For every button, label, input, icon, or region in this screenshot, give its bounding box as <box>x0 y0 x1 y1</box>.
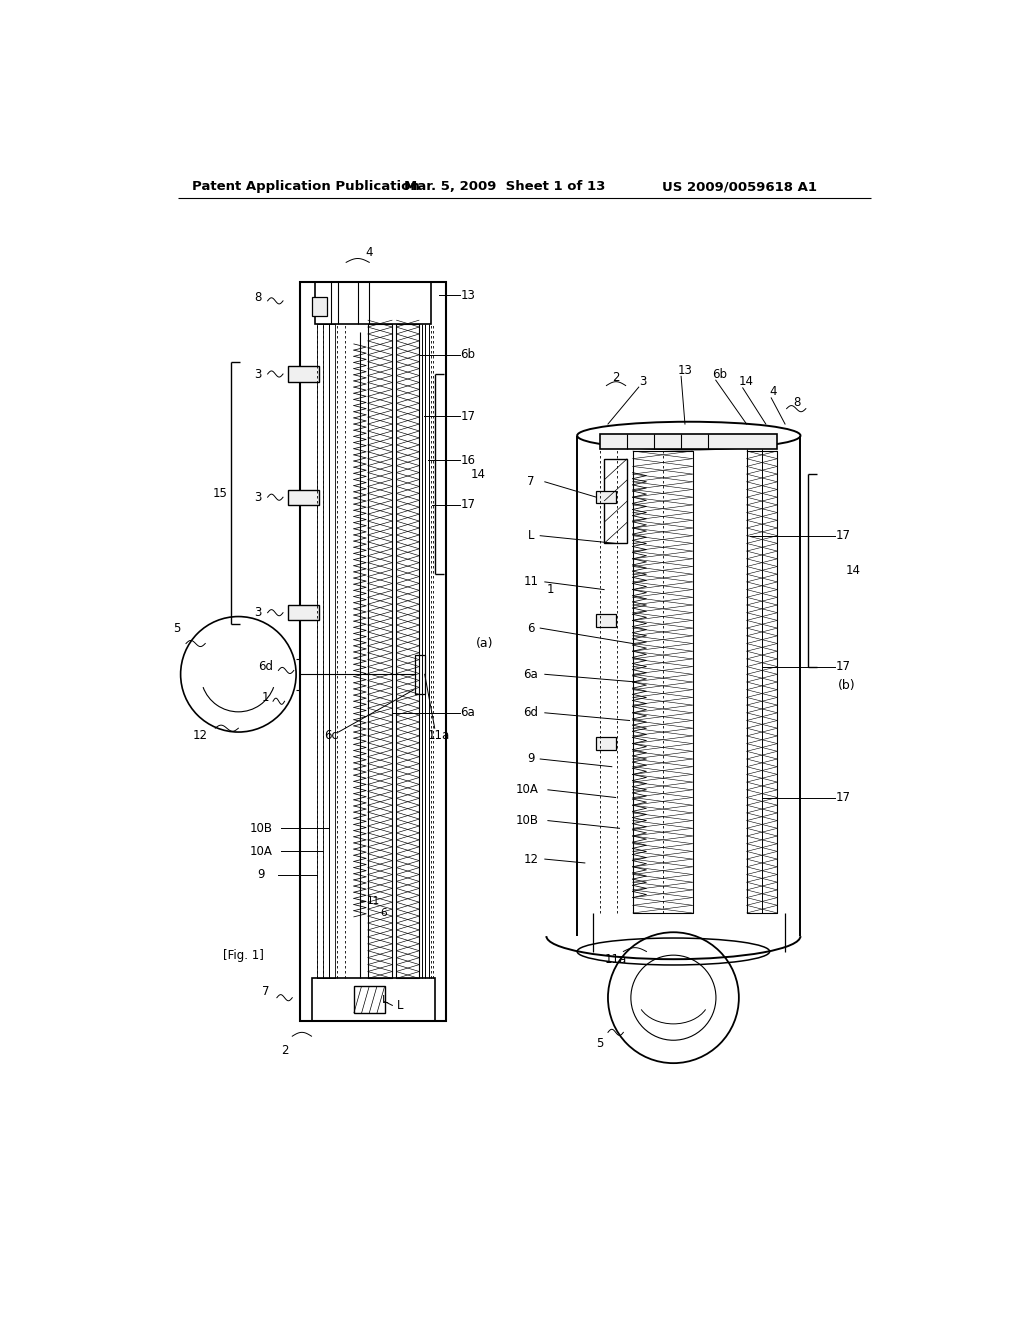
Text: 14: 14 <box>471 467 486 480</box>
Text: 6a: 6a <box>523 668 539 681</box>
Bar <box>311 978 435 1020</box>
Text: 6c: 6c <box>324 730 338 742</box>
Text: 4: 4 <box>770 385 777 399</box>
Text: 15: 15 <box>212 487 227 500</box>
Text: 8: 8 <box>254 290 261 304</box>
Text: Patent Application Publication: Patent Application Publication <box>193 181 420 194</box>
Bar <box>330 323 336 978</box>
Bar <box>596 491 615 503</box>
Bar <box>289 490 319 506</box>
Bar <box>596 738 615 750</box>
Text: 4: 4 <box>366 246 373 259</box>
Text: [Fig. 1]: [Fig. 1] <box>223 949 264 962</box>
Text: 11a: 11a <box>604 953 627 966</box>
Text: 17: 17 <box>836 791 850 804</box>
Text: 10A: 10A <box>516 783 539 796</box>
Text: 1: 1 <box>547 583 554 597</box>
Text: 5: 5 <box>597 1038 604 1051</box>
Bar <box>316 323 330 978</box>
Text: 11: 11 <box>367 896 380 907</box>
Bar <box>300 281 446 1020</box>
Text: 6d: 6d <box>523 706 539 719</box>
Bar <box>289 605 319 620</box>
Text: 11a: 11a <box>427 730 450 742</box>
Text: 8: 8 <box>793 396 801 409</box>
Text: 3: 3 <box>639 375 646 388</box>
Text: 13: 13 <box>461 289 475 302</box>
Text: L: L <box>382 995 388 1005</box>
Bar <box>604 459 628 544</box>
Text: 7: 7 <box>261 985 269 998</box>
Text: 7: 7 <box>527 475 535 488</box>
Bar <box>368 323 392 978</box>
Text: 14: 14 <box>846 564 861 577</box>
Text: 17: 17 <box>836 660 850 673</box>
Text: 16: 16 <box>461 454 475 467</box>
Text: 13: 13 <box>678 363 692 376</box>
Text: Mar. 5, 2009  Sheet 1 of 13: Mar. 5, 2009 Sheet 1 of 13 <box>403 181 605 194</box>
Text: 3: 3 <box>254 606 261 619</box>
Text: 6d: 6d <box>258 660 272 673</box>
Text: 6b: 6b <box>461 348 475 362</box>
Text: 17: 17 <box>461 409 475 422</box>
Bar <box>354 986 385 1014</box>
Text: 10A: 10A <box>250 845 273 858</box>
Text: 6: 6 <box>380 908 386 917</box>
Bar <box>633 451 692 913</box>
Bar <box>289 367 319 381</box>
Text: 3: 3 <box>254 491 261 504</box>
Text: 17: 17 <box>836 529 850 543</box>
Text: 6a: 6a <box>461 706 475 719</box>
Bar <box>746 451 777 913</box>
Text: 1: 1 <box>261 690 269 704</box>
Text: 14: 14 <box>739 375 754 388</box>
Bar <box>600 434 777 449</box>
Text: 12: 12 <box>523 853 539 866</box>
Text: 12: 12 <box>193 730 207 742</box>
Text: (a): (a) <box>476 638 494 649</box>
Text: 11: 11 <box>523 576 539 589</box>
Text: 2: 2 <box>612 371 620 384</box>
Bar <box>396 323 419 978</box>
Text: 10B: 10B <box>250 822 273 834</box>
Text: US 2009/0059618 A1: US 2009/0059618 A1 <box>662 181 817 194</box>
Bar <box>416 655 425 693</box>
Bar <box>596 614 615 627</box>
Text: (b): (b) <box>838 680 855 693</box>
Text: 9: 9 <box>258 869 265 880</box>
Bar <box>315 281 431 323</box>
Bar <box>311 297 327 317</box>
Text: L: L <box>527 529 535 543</box>
Text: 2: 2 <box>281 1044 289 1056</box>
Text: 17: 17 <box>461 499 475 511</box>
Text: 10B: 10B <box>516 814 539 828</box>
Bar <box>323 323 330 978</box>
Text: L: L <box>397 999 403 1012</box>
Text: 6: 6 <box>527 622 535 635</box>
Text: 5: 5 <box>173 622 180 635</box>
Text: 3: 3 <box>254 367 261 380</box>
Text: 9: 9 <box>527 752 535 766</box>
Text: 6b: 6b <box>712 367 727 380</box>
